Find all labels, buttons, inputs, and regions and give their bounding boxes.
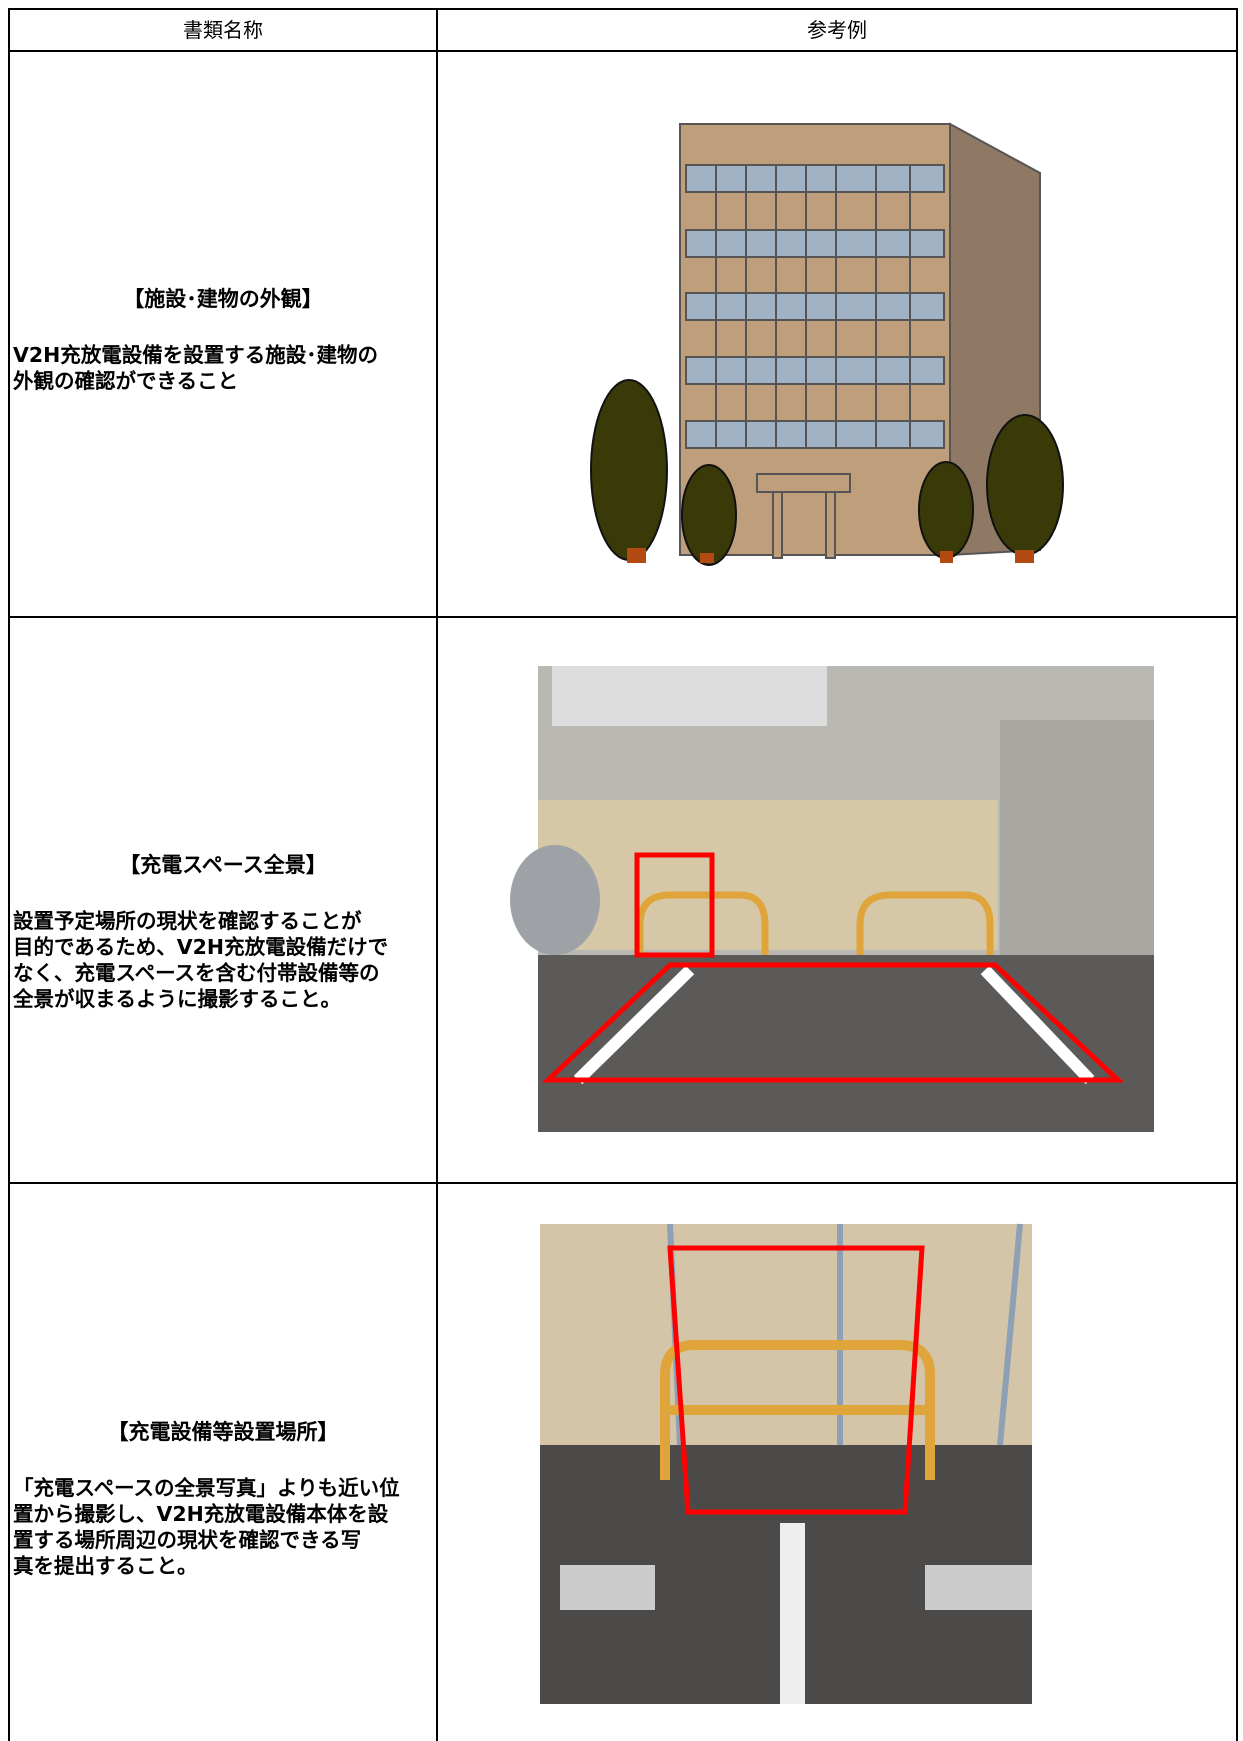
border (8, 8, 1238, 10)
row-description: 全景が収まるように撮影すること。 (13, 987, 341, 1011)
row-description: 真を提出すること。 (13, 1554, 198, 1578)
row-description: 目的であるため、V2H充放電設備だけで (13, 935, 389, 959)
header-cell: 参考例 (807, 18, 867, 42)
building-illustration (590, 122, 1064, 566)
charging-spot-photo (540, 1223, 1032, 1704)
row-description: 外観の確認ができること (13, 369, 239, 393)
row-description: なく、充電スペースを含む付帯設備等の (13, 961, 380, 985)
parking-overview-photo (510, 666, 1154, 1132)
row-description: V2H充放電設備を設置する施設･建物の (13, 343, 379, 367)
border (8, 8, 10, 1741)
header-cell: 書類名称 (183, 18, 263, 42)
border (8, 50, 1238, 52)
border (1236, 8, 1238, 1741)
row-title: 【充電スペース全景】 (119, 853, 327, 877)
row-description: 「充電スペースの全景写真」よりも近い位 (13, 1476, 400, 1500)
row-title: 【施設･建物の外観】 (123, 287, 323, 311)
border (436, 8, 438, 1741)
row-description: 置から撮影し、V2H充放電設備本体を設 (13, 1502, 389, 1526)
row-description: 設置予定場所の現状を確認することが (13, 909, 362, 933)
row-description: 置する場所周辺の現状を確認できる写 (13, 1528, 362, 1552)
row-title: 【充電設備等設置場所】 (107, 1420, 339, 1444)
border (8, 616, 1238, 618)
border (8, 1182, 1238, 1184)
